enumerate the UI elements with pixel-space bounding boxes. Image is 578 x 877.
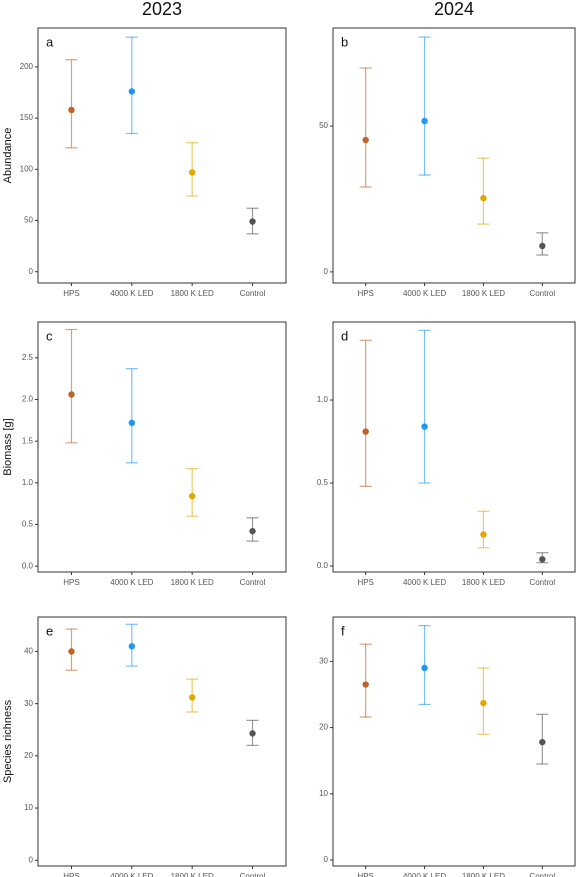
- point: [539, 738, 546, 746]
- panel-frame: [37, 321, 287, 573]
- point: [128, 88, 136, 95]
- x-tick-label: HPS: [63, 578, 79, 587]
- x-tick-label: Control: [240, 578, 266, 587]
- point: [480, 531, 487, 538]
- y-tick-label: 20: [24, 751, 33, 760]
- y-tick-label: 1.5: [22, 436, 34, 445]
- panel-frame: [332, 321, 576, 573]
- point: [249, 218, 256, 225]
- y-tick-label: 0.0: [317, 561, 329, 570]
- panel-label: f: [341, 623, 345, 638]
- point: [188, 694, 196, 701]
- x-tick-label: 4000 K LED: [110, 872, 153, 877]
- x-tick-label: 4000 K LED: [403, 289, 446, 298]
- y-axis-label: Species richness: [2, 699, 14, 783]
- point: [128, 643, 136, 650]
- y-tick-label: 100: [20, 164, 34, 173]
- panel-label: c: [46, 328, 53, 343]
- x-tick-label: 1800 K LED: [171, 289, 214, 298]
- y-tick-label: 0.0: [22, 561, 34, 570]
- y-tick-label: 50: [24, 216, 33, 225]
- y-tick-label: 20: [319, 723, 328, 732]
- point: [362, 428, 369, 435]
- x-tick-label: 4000 K LED: [403, 578, 446, 587]
- x-tick-label: Control: [240, 289, 266, 298]
- panel-label: a: [46, 34, 54, 49]
- y-axis-label: Abundance: [2, 128, 14, 184]
- panel-label: e: [46, 623, 53, 638]
- y-tick-label: 0: [29, 855, 34, 864]
- panel-frame: [332, 616, 576, 867]
- y-tick-label: 0: [324, 855, 329, 864]
- y-tick-label: 200: [20, 62, 34, 71]
- x-tick-label: Control: [529, 872, 555, 877]
- panel-label: d: [341, 328, 348, 343]
- y-tick-label: 0: [29, 267, 34, 276]
- panel-frame: [37, 27, 287, 284]
- point: [68, 106, 75, 114]
- y-tick-label: 10: [24, 803, 33, 812]
- y-tick-label: 2.5: [22, 353, 34, 362]
- point: [128, 419, 136, 427]
- y-tick-label: 50: [319, 121, 328, 130]
- point: [249, 730, 256, 737]
- x-tick-label: HPS: [357, 289, 373, 298]
- x-tick-label: 1800 K LED: [171, 872, 214, 877]
- y-tick-label: 30: [319, 656, 328, 665]
- point: [68, 391, 75, 398]
- y-tick-label: 10: [319, 789, 328, 798]
- point: [188, 492, 196, 500]
- panel-frame: [37, 616, 287, 867]
- x-tick-label: 1800 K LED: [462, 289, 505, 298]
- y-tick-label: 150: [20, 113, 34, 122]
- x-tick-label: HPS: [63, 872, 79, 877]
- x-tick-label: 1800 K LED: [462, 872, 505, 877]
- point: [362, 136, 369, 144]
- x-tick-label: 1800 K LED: [462, 578, 505, 587]
- x-tick-label: HPS: [357, 872, 373, 877]
- x-tick-label: 4000 K LED: [403, 872, 446, 877]
- point: [539, 242, 546, 250]
- y-tick-label: 0.5: [22, 520, 34, 529]
- y-tick-label: 40: [24, 647, 33, 656]
- y-tick-label: 0.5: [317, 478, 329, 487]
- point: [539, 556, 546, 563]
- x-tick-label: HPS: [63, 289, 79, 298]
- point: [362, 681, 369, 688]
- point: [249, 527, 256, 535]
- point: [421, 117, 428, 125]
- y-tick-label: 0: [324, 267, 329, 276]
- x-tick-label: Control: [529, 289, 555, 298]
- point: [421, 664, 428, 672]
- x-tick-label: Control: [529, 578, 555, 587]
- x-tick-label: Control: [240, 872, 266, 877]
- y-tick-label: 1.0: [22, 478, 34, 487]
- y-tick-label: 30: [24, 699, 33, 708]
- y-tick-label: 2.0: [22, 395, 34, 404]
- x-tick-label: 4000 K LED: [110, 578, 153, 587]
- y-tick-label: 1.0: [317, 395, 329, 404]
- point: [188, 169, 196, 176]
- point: [68, 648, 75, 655]
- x-tick-label: HPS: [357, 578, 373, 587]
- panel-label: b: [341, 34, 348, 49]
- point: [421, 423, 428, 430]
- y-axis-label: Biomass [g]: [2, 418, 14, 475]
- panel-frame: [332, 27, 576, 284]
- point: [480, 699, 487, 707]
- column-title: 2024: [434, 0, 474, 19]
- column-title: 2023: [142, 0, 182, 19]
- x-tick-label: 1800 K LED: [171, 578, 214, 587]
- point: [480, 194, 487, 202]
- x-tick-label: 4000 K LED: [110, 289, 153, 298]
